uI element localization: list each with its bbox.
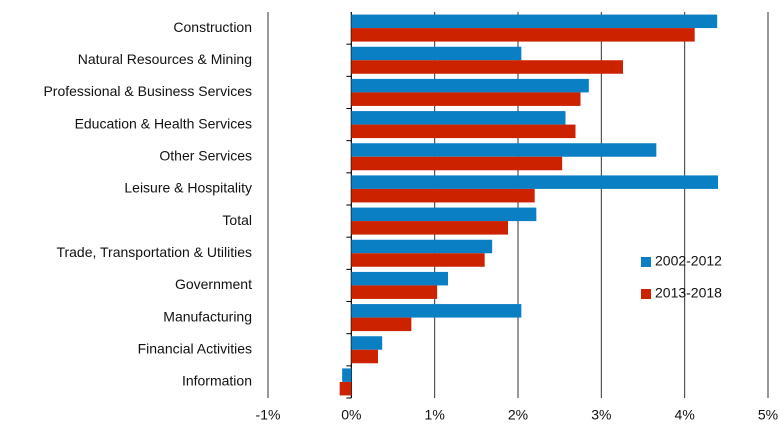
y-tick-label: Manufacturing — [163, 308, 252, 324]
y-tick-label: Total — [222, 212, 252, 228]
bar — [351, 349, 378, 364]
y-tick-label: Professional & Business Services — [43, 83, 252, 99]
y-tick-label: Leisure & Hospitality — [124, 180, 252, 196]
bar — [351, 92, 581, 106]
legend-swatch — [641, 289, 651, 299]
legend-label: 2013-2018 — [655, 285, 722, 301]
bar — [351, 285, 438, 299]
bar — [351, 304, 522, 318]
bar — [351, 46, 522, 61]
bar — [351, 221, 508, 235]
bar — [351, 28, 695, 42]
x-tick-label: 2% — [508, 407, 528, 423]
y-tick-label: Information — [182, 373, 252, 389]
bar — [351, 336, 383, 350]
bar — [351, 207, 537, 222]
x-tick-label: 3% — [591, 407, 611, 423]
bar — [351, 253, 485, 267]
bar — [339, 381, 352, 396]
y-tick-label: Financial Activities — [138, 340, 252, 356]
y-tick-label: Other Services — [159, 147, 252, 163]
x-tick-label: -1% — [256, 407, 281, 423]
y-tick-label: Construction — [173, 19, 252, 35]
bar — [351, 111, 566, 125]
bar — [351, 156, 563, 171]
legend-label: 2002-2012 — [655, 253, 722, 269]
legend-swatch — [641, 257, 651, 267]
x-tick-label: 4% — [675, 407, 695, 423]
x-tick-label: 1% — [425, 407, 445, 423]
y-tick-label: Natural Resources & Mining — [78, 51, 252, 67]
bar — [351, 271, 448, 286]
bar — [351, 14, 718, 29]
bar — [351, 124, 576, 139]
bar — [351, 60, 623, 74]
bar — [342, 368, 352, 382]
y-tick-label: Government — [175, 276, 252, 292]
bar — [351, 317, 412, 332]
bar — [351, 175, 718, 189]
y-tick-label: Trade, Transportation & Utilities — [56, 244, 252, 260]
x-tick-label: 0% — [341, 407, 361, 423]
x-tick-label: 5% — [758, 407, 778, 423]
bar — [351, 188, 535, 203]
bar — [351, 239, 493, 254]
y-tick-label: Education & Health Services — [75, 115, 252, 131]
bar — [351, 143, 657, 157]
bar — [351, 78, 589, 93]
